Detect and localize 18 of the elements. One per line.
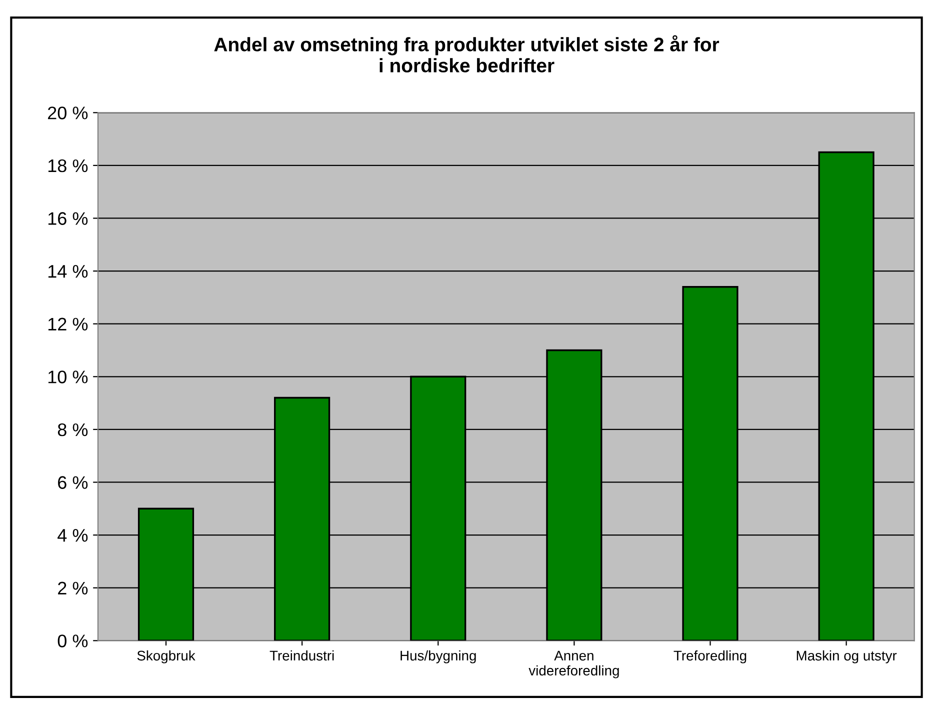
y-tick-label: 14 %: [48, 265, 88, 278]
x-tick-label: Annen videreforedling: [528, 650, 619, 678]
y-tick-label: 12 %: [48, 318, 88, 330]
y-tick-label: 2 %: [58, 582, 88, 594]
chart-title: Andel av omsetning fra produkter utviklet siste 2 år for i nordiske bedrifter: [214, 35, 720, 72]
x-tick-label: Skogbruk: [137, 650, 196, 664]
y-tick-label: 8 %: [58, 423, 88, 436]
y-tick-label: 18 %: [48, 159, 88, 172]
y-tick-label: 16 %: [48, 212, 88, 225]
y-tick-label: 10 %: [48, 370, 88, 384]
x-tick-label: Maskin og utstyr: [796, 650, 897, 664]
y-tick-label: 0 %: [58, 634, 88, 648]
y-tick-label: 4 %: [58, 529, 88, 542]
y-tick-label: 20 %: [48, 106, 88, 120]
y-tick-label: 6 %: [58, 476, 88, 489]
x-tick-label: Treindustri: [270, 650, 334, 661]
x-tick-label: Treforedling: [674, 650, 746, 664]
x-tick-label: Hus/bygning: [400, 650, 476, 664]
